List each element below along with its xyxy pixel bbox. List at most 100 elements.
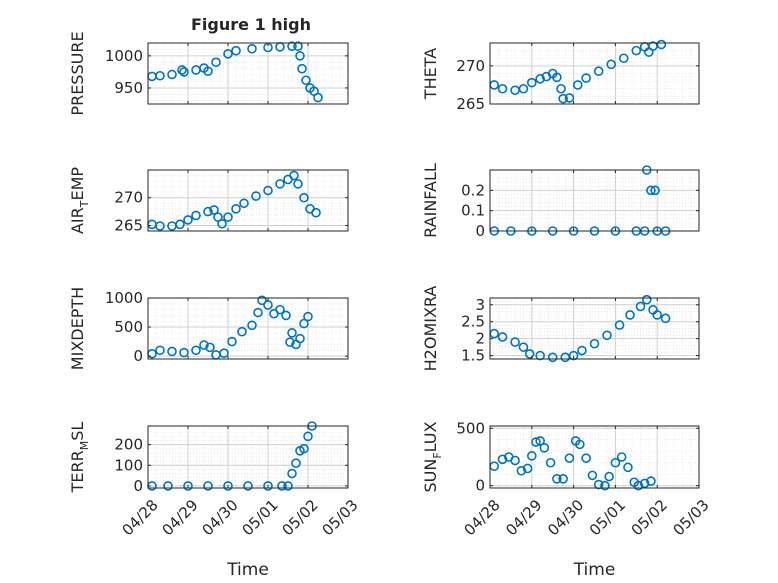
y-tick-label: 270 (114, 189, 143, 207)
data-point (497, 454, 508, 465)
data-point (516, 465, 527, 476)
data-point (155, 345, 165, 356)
data-point (219, 348, 229, 358)
data-point (287, 468, 297, 479)
data-point (564, 93, 575, 103)
plot-area (490, 170, 699, 231)
data-point (552, 72, 562, 83)
plot-area (490, 426, 699, 488)
y-axis-label: TERRMSL (68, 422, 91, 494)
data-point (179, 347, 189, 358)
data-point (600, 480, 610, 491)
data-point (535, 350, 545, 361)
y-axis-label: H2OMIXRA (421, 286, 440, 372)
data-point (650, 185, 660, 196)
y-axis-label-main: AIR (68, 207, 87, 234)
y-tick-label: 0 (133, 347, 143, 365)
axes-frame (489, 297, 700, 360)
data-point (155, 221, 165, 231)
y-tick-label: 3 (475, 296, 485, 314)
data-point (510, 337, 520, 347)
axes-frame (489, 42, 700, 105)
y-axis-label-suffix: SL (68, 422, 87, 441)
y-tick-label: 950 (114, 79, 143, 97)
data-point (635, 301, 646, 312)
data-point (253, 307, 263, 318)
data-point (237, 326, 247, 337)
y-axis-label-suffix: EMP (68, 167, 87, 201)
pressure-panel: 950 1000 PRESSURE (68, 31, 349, 116)
data-point (311, 207, 321, 218)
data-point (618, 53, 629, 64)
data-point (646, 476, 656, 486)
data-point (604, 471, 614, 482)
data-point (587, 470, 598, 481)
y-axis-label-main: TERR (68, 450, 87, 493)
y-tick-label: 265 (114, 216, 143, 234)
y-tick-label: 1.5 (461, 347, 485, 365)
y-tick-label: 1000 (105, 289, 143, 307)
data-point (275, 179, 285, 189)
h2omixra-panel: 1.522.53 H2OMIXRA (421, 286, 700, 372)
y-tick-label: 2 (475, 330, 485, 348)
data-point (285, 337, 295, 347)
data-point (247, 320, 257, 331)
axes-frame (147, 425, 349, 489)
data-point (203, 206, 213, 217)
data-point (263, 185, 273, 196)
data-point (303, 311, 313, 322)
data-point (299, 443, 309, 454)
y-axis-label-suffix: LUX (421, 421, 440, 452)
data-point (606, 59, 617, 70)
data-point (497, 83, 508, 94)
data-point (577, 345, 587, 356)
data-point (283, 481, 293, 491)
data-point (281, 310, 291, 321)
data-point (631, 45, 642, 56)
data-point (277, 481, 287, 491)
y-axis-label: PRESSURE (68, 31, 87, 115)
data-point (251, 191, 261, 201)
theta-panel: 265 270 THETA (421, 39, 700, 113)
data-point (155, 70, 165, 81)
data-point (552, 474, 562, 484)
axes-frame (147, 169, 349, 232)
data-point (652, 310, 663, 320)
axes-frame (489, 425, 700, 489)
data-point (263, 481, 273, 491)
data-point (247, 43, 257, 54)
data-point (623, 462, 633, 473)
y-tick-label: 270 (456, 57, 485, 75)
data-point (231, 45, 241, 56)
y-axis-label-main: H2OMIXRA (421, 286, 440, 372)
data-point (526, 77, 537, 88)
data-point (301, 75, 311, 86)
y-tick-label: 2.5 (461, 313, 485, 331)
data-point (614, 320, 625, 330)
data-point (191, 210, 201, 221)
axes-frame (147, 42, 349, 105)
data-point (243, 481, 253, 491)
y-tick-label: 500 (114, 318, 143, 336)
data-point (646, 185, 656, 196)
data-point (593, 479, 604, 490)
data-point (299, 318, 309, 329)
data-point (175, 219, 185, 230)
data-point (177, 65, 187, 75)
data-point (558, 93, 568, 104)
data-point (545, 457, 556, 468)
y-tick-label: 0 (475, 222, 485, 240)
data-point (641, 294, 652, 305)
data-point (227, 336, 237, 347)
data-point (572, 80, 583, 90)
data-point (303, 431, 313, 442)
data-point (660, 313, 671, 324)
data-point (568, 350, 579, 361)
plot-area (148, 170, 348, 231)
data-point (299, 192, 309, 203)
data-point (535, 436, 545, 446)
y-axis-label-main: SUN (421, 459, 440, 493)
data-point (610, 457, 621, 468)
y-tick-label: 265 (456, 95, 485, 113)
axes-frame (489, 169, 700, 232)
